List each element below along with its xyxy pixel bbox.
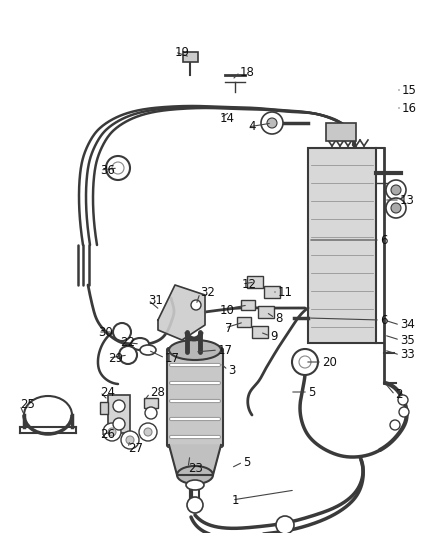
Bar (241, 300, 255, 310)
Text: 17: 17 (218, 343, 233, 357)
Text: 14: 14 (220, 111, 235, 125)
Text: 19: 19 (175, 45, 190, 59)
Text: 9: 9 (270, 329, 278, 343)
Ellipse shape (131, 338, 149, 350)
Circle shape (103, 423, 121, 441)
Circle shape (261, 112, 283, 134)
Circle shape (113, 323, 131, 341)
Circle shape (390, 420, 400, 430)
Circle shape (386, 180, 406, 200)
Text: 25: 25 (20, 399, 35, 411)
Bar (247, 276, 263, 288)
Circle shape (108, 428, 116, 436)
Circle shape (299, 356, 311, 368)
Text: 11: 11 (278, 286, 293, 298)
Text: 20: 20 (322, 356, 337, 368)
Text: 5: 5 (243, 456, 251, 469)
Text: 24: 24 (100, 385, 115, 399)
Text: 36: 36 (100, 164, 115, 176)
Text: 32: 32 (200, 287, 215, 300)
Circle shape (391, 203, 401, 213)
Circle shape (113, 400, 125, 412)
Bar (252, 326, 268, 338)
Bar (258, 306, 274, 318)
Circle shape (187, 497, 203, 513)
Text: 13: 13 (400, 193, 415, 206)
Ellipse shape (177, 466, 213, 484)
Polygon shape (158, 285, 205, 340)
Text: 2: 2 (395, 389, 403, 401)
Text: 22: 22 (120, 335, 135, 349)
Ellipse shape (169, 340, 221, 360)
Text: 23: 23 (188, 462, 203, 474)
Circle shape (399, 407, 409, 417)
Ellipse shape (140, 345, 156, 355)
Text: 33: 33 (400, 349, 415, 361)
Circle shape (113, 418, 125, 430)
Circle shape (276, 516, 294, 533)
Text: 18: 18 (240, 66, 255, 78)
Circle shape (391, 185, 401, 195)
Text: 5: 5 (308, 385, 315, 399)
Circle shape (145, 407, 157, 419)
Circle shape (398, 395, 408, 405)
Circle shape (292, 349, 318, 375)
Text: 35: 35 (400, 334, 415, 346)
Text: 4: 4 (248, 120, 255, 133)
Circle shape (112, 162, 124, 174)
Bar (237, 317, 251, 327)
Circle shape (126, 436, 134, 444)
Text: 30: 30 (98, 326, 113, 338)
Text: 6: 6 (380, 313, 388, 327)
Bar (183, 52, 198, 62)
Text: 8: 8 (275, 311, 283, 325)
Bar (326, 123, 356, 141)
Circle shape (139, 423, 157, 441)
Circle shape (119, 346, 137, 364)
Circle shape (121, 431, 139, 449)
Text: 6: 6 (380, 233, 388, 246)
Bar (308, 148, 376, 343)
Text: 27: 27 (128, 441, 143, 455)
Text: 10: 10 (220, 303, 235, 317)
Text: 7: 7 (225, 321, 233, 335)
Circle shape (386, 198, 406, 218)
Bar (108, 395, 130, 433)
Bar (144, 398, 158, 408)
FancyBboxPatch shape (167, 348, 223, 447)
Bar (100, 402, 108, 414)
Text: 28: 28 (150, 386, 165, 400)
Text: 29: 29 (108, 351, 123, 365)
Polygon shape (169, 445, 221, 475)
Text: 3: 3 (228, 364, 235, 376)
Text: 34: 34 (400, 319, 415, 332)
Circle shape (106, 156, 130, 180)
Text: 12: 12 (242, 278, 257, 290)
Text: 17: 17 (165, 351, 180, 365)
Text: 31: 31 (148, 294, 163, 306)
Circle shape (191, 300, 201, 310)
Text: 16: 16 (402, 101, 417, 115)
Circle shape (144, 428, 152, 436)
Ellipse shape (186, 480, 204, 490)
Circle shape (267, 118, 277, 128)
Text: 1: 1 (232, 494, 240, 506)
Text: 26: 26 (100, 429, 115, 441)
Text: 15: 15 (402, 84, 417, 96)
Bar (264, 286, 280, 298)
